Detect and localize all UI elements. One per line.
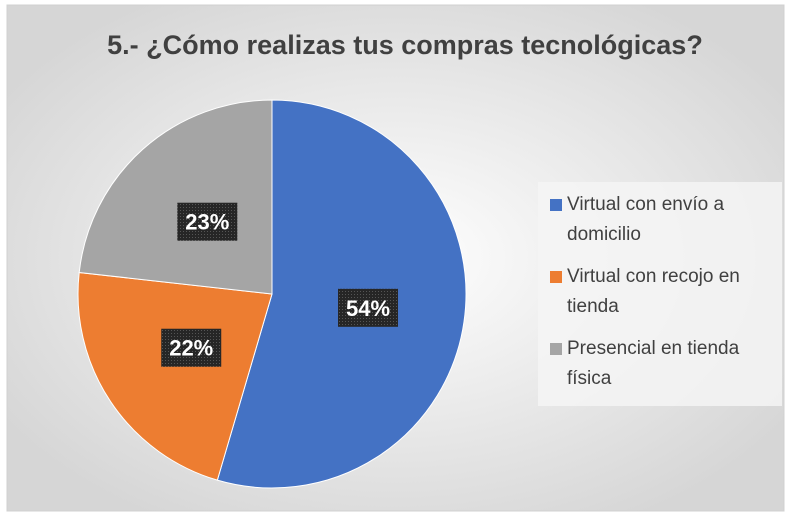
legend-label: Presencial en tienda física [567, 338, 740, 389]
data-label-box [177, 202, 238, 241]
legend-swatch [550, 199, 562, 211]
legend-swatch [550, 343, 562, 355]
legend: Virtual con envío a domicilio Virtual con… [538, 182, 782, 406]
legend-item: Presencial en tienda física [544, 334, 776, 394]
chart-title: 5.- ¿Cómo realizas tus compras tecnológi… [107, 30, 703, 60]
data-label: 22% [169, 336, 213, 361]
pie-slice [77, 271, 273, 481]
data-label-box [338, 288, 399, 327]
data-label: 54% [346, 296, 390, 321]
pie-slice [78, 99, 273, 295]
legend-label: Virtual con recojo en tienda [567, 266, 740, 317]
data-label: 23% [185, 210, 229, 235]
legend-item: Virtual con envío a domicilio [544, 190, 776, 250]
legend-label: Virtual con envío a domicilio [567, 194, 725, 245]
legend-swatch [550, 271, 562, 283]
legend-item: Virtual con recojo en tienda [544, 262, 776, 322]
data-label-box [161, 328, 222, 367]
